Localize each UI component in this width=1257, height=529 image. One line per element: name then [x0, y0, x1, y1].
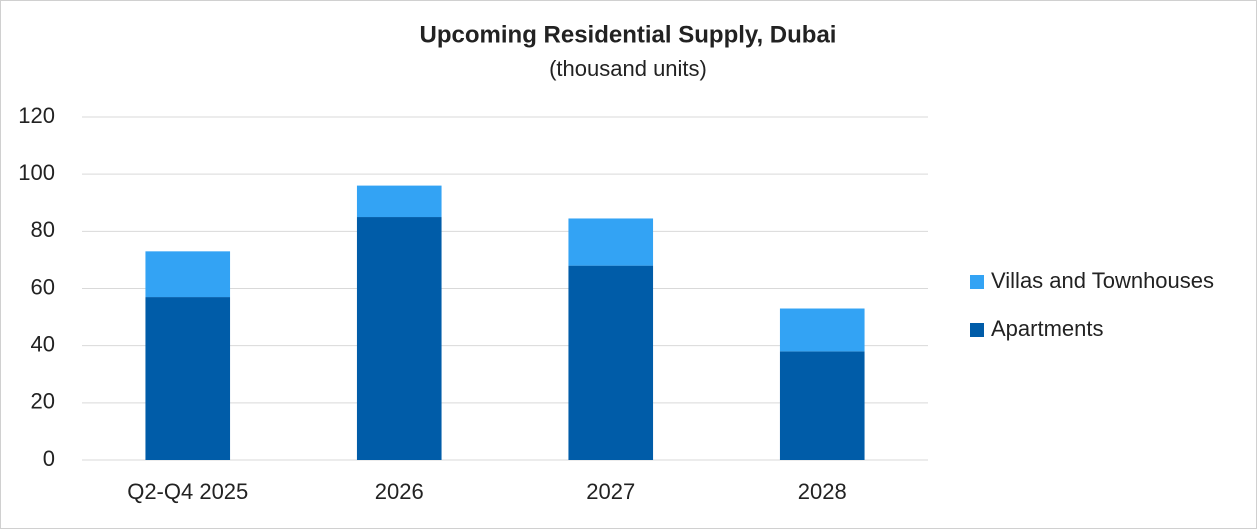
y-tick-label: 80 [31, 217, 55, 242]
chart-title: Upcoming Residential Supply, Dubai [420, 21, 837, 48]
bar-segment [779, 308, 865, 352]
bar-segment [568, 218, 654, 266]
y-tick-label: 100 [18, 160, 55, 185]
y-tick-label: 60 [31, 274, 55, 299]
x-tick-label: 2027 [586, 479, 635, 504]
x-tick-label: Q2-Q4 2025 [127, 479, 248, 504]
y-tick-label: 120 [18, 103, 55, 128]
bar-segment [779, 351, 865, 460]
bar-segment [145, 251, 231, 298]
legend-label: Apartments [991, 316, 1104, 341]
bar-segment [145, 297, 231, 460]
y-tick-label: 20 [31, 389, 55, 414]
bar-segment [356, 185, 442, 218]
legend-label: Villas and Townhouses [991, 268, 1214, 293]
y-tick-label: 40 [31, 331, 55, 356]
x-tick-label: 2028 [798, 479, 847, 504]
x-tick-label: 2026 [375, 479, 424, 504]
y-tick-label: 0 [43, 446, 55, 471]
legend-swatch [970, 323, 984, 337]
bar-segment [356, 217, 442, 460]
legend-swatch [970, 275, 984, 289]
chart-subtitle: (thousand units) [549, 56, 707, 81]
bar-segment [568, 265, 654, 460]
